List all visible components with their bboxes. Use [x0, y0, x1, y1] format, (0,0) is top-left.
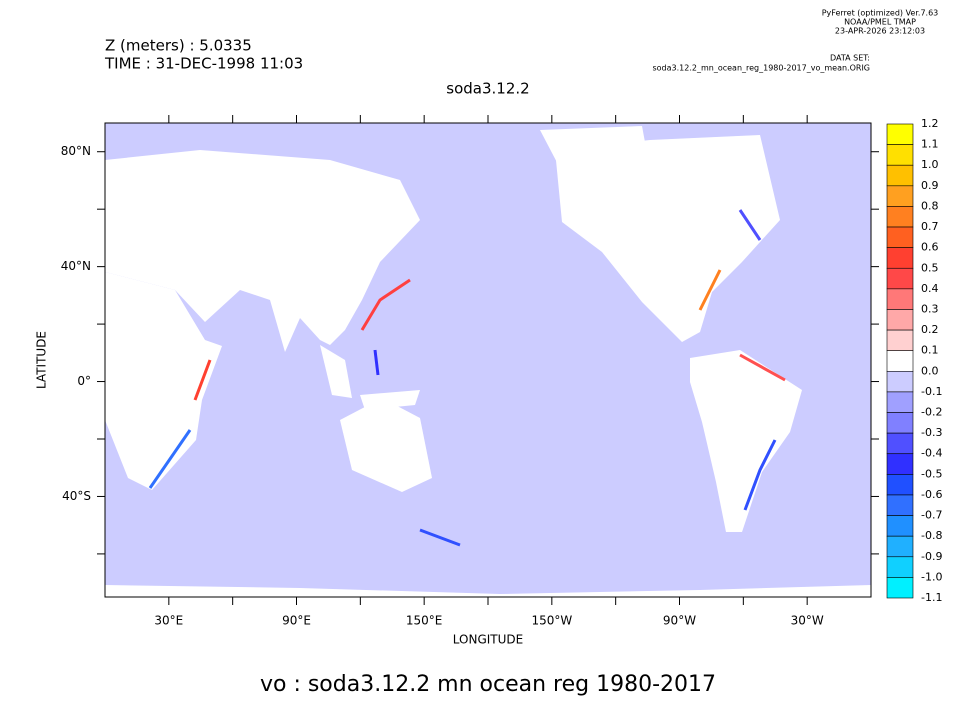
- colorbar-label: 0.1: [921, 344, 939, 357]
- colorbar-swatch: [886, 226, 914, 248]
- colorbar-swatch: [886, 391, 914, 413]
- colorbar-label: 0.9: [921, 179, 939, 192]
- colorbar-swatch: [886, 474, 914, 496]
- colorbar-label: 0.8: [921, 199, 939, 212]
- x-tick-label: 30°W: [791, 614, 824, 628]
- colorbar-label: -0.3: [921, 426, 942, 439]
- x-tick-label: 90°E: [282, 614, 311, 628]
- colorbar-label: -1.1: [921, 591, 942, 604]
- colorbar-label: -0.6: [921, 488, 942, 501]
- colorbar-swatch: [886, 371, 914, 393]
- colorbar-swatch: [886, 267, 914, 290]
- colorbar-swatch: [886, 432, 914, 455]
- colorbar-label: 0.6: [921, 241, 939, 254]
- colorbar-label: -0.2: [921, 406, 942, 419]
- colorbar-label: 0.0: [921, 364, 939, 377]
- chart-title: soda3.12.2: [446, 80, 529, 98]
- colorbar-swatch: [886, 515, 914, 537]
- colorbar-label: -0.7: [921, 509, 942, 522]
- colorbar-swatch: [886, 453, 914, 475]
- colorbar-label: 0.5: [921, 261, 939, 274]
- colorbar-swatch: [886, 412, 914, 434]
- colorbar-label: -1.0: [921, 570, 942, 583]
- colorbar-swatch: [886, 123, 914, 145]
- x-tick-label: 30°E: [154, 614, 183, 628]
- caption: vo : soda3.12.2 mn ocean reg 1980-2017: [260, 672, 716, 697]
- colorbar-swatch: [886, 535, 914, 558]
- dataset-name: soda3.12.2_mn_ocean_reg_1980-2017_vo_mea…: [652, 64, 870, 73]
- subtitle-line: TIME : 31-DEC-1998 11:03: [104, 55, 303, 73]
- colorbar-label: -0.9: [921, 550, 942, 563]
- colorbar-swatch: [886, 144, 914, 166]
- colorbar-label: 0.3: [921, 302, 939, 315]
- software-label: NOAA/PMEL TMAP: [844, 18, 916, 27]
- colorbar-swatch: [886, 577, 914, 599]
- map-field: [105, 123, 871, 597]
- x-axis-label: LONGITUDE: [453, 633, 523, 647]
- y-tick-label: 40°N: [61, 259, 91, 273]
- colorbar-label: 0.4: [921, 282, 939, 295]
- colorbar-label: -0.1: [921, 385, 942, 398]
- colorbar-swatch: [886, 556, 914, 578]
- colorbar-swatch: [886, 329, 914, 351]
- software-label: 23-APR-2026 23:12:03: [835, 27, 925, 36]
- y-tick-label: 80°N: [61, 144, 91, 158]
- software-label: PyFerret (optimized) Ver.7.63: [822, 9, 939, 18]
- colorbar-label: 1.1: [921, 138, 939, 151]
- colorbar-swatch: [886, 494, 914, 516]
- x-tick-label: 150°E: [406, 614, 443, 628]
- colorbar-label: 1.2: [921, 117, 939, 130]
- dataset-label: DATA SET:: [830, 54, 870, 63]
- colorbar-swatch: [886, 350, 914, 372]
- colorbar-swatch: [886, 185, 914, 207]
- field-streaks: [148, 209, 786, 547]
- colorbar-label: -0.5: [921, 467, 942, 480]
- colorbar-swatch: [886, 309, 914, 331]
- colorbar-label: -0.4: [921, 447, 942, 460]
- x-tick-label: 150°W: [531, 614, 572, 628]
- colorbar-swatch: [886, 288, 914, 310]
- colorbar-swatch: [886, 247, 914, 269]
- y-axis-label: LATITUDE: [35, 331, 49, 389]
- x-tick-label: 90°W: [663, 614, 696, 628]
- y-tick-label: 40°S: [62, 489, 91, 503]
- colorbar-swatch: [886, 206, 914, 228]
- colorbar-label: -0.8: [921, 529, 942, 542]
- subtitle-line: Z (meters) : 5.0335: [105, 37, 252, 55]
- y-tick-label: 0°: [77, 374, 91, 388]
- header: Z (meters) : 5.0335 TIME : 31-DEC-1998 1…: [35, 9, 939, 698]
- colorbar-label: 0.7: [921, 220, 939, 233]
- colorbar-label: 1.0: [921, 158, 939, 171]
- land: [105, 126, 871, 597]
- colorbar-label: 0.2: [921, 323, 939, 336]
- colorbar-swatch: [886, 164, 914, 187]
